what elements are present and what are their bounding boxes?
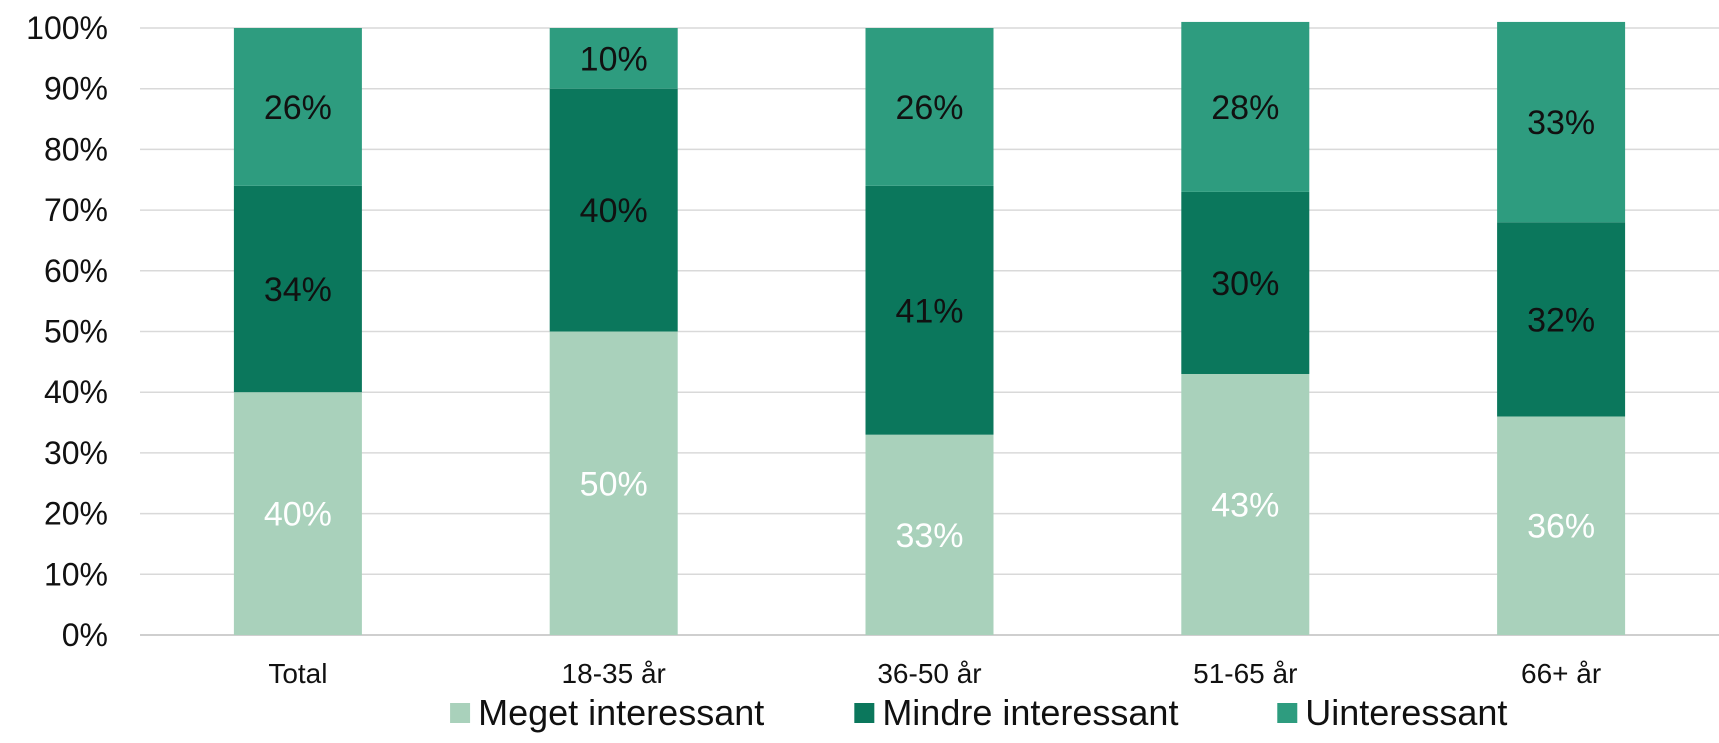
x-tick-label: 66+ år (1521, 658, 1601, 689)
y-tick-label: 0% (62, 617, 108, 653)
bar-segment (1497, 416, 1626, 635)
bar-segment (1181, 373, 1310, 635)
data-label: 32% (1527, 301, 1595, 339)
y-tick-label: 60% (44, 253, 108, 289)
x-tick-label: 51-65 år (1193, 658, 1297, 689)
bar-segment (865, 185, 994, 435)
bar-segment (549, 331, 678, 635)
y-tick-label: 90% (44, 71, 108, 107)
data-label: 33% (1527, 104, 1595, 142)
bar-segment (1497, 222, 1626, 417)
data-label: 26% (895, 89, 963, 127)
x-axis-ticks: Total 18-35 år 36-50 år 51-65 år 66+ år (268, 658, 1601, 689)
data-labels: 40% 34% 26% 50% 40% 10% 33% 41% 26% 43% 30% 28% 36% 3… (264, 40, 1595, 554)
bar-segment (233, 392, 362, 635)
data-label: 34% (264, 271, 332, 309)
y-tick-label: 100% (26, 10, 108, 46)
data-label: 36% (1527, 508, 1595, 546)
data-label: 10% (580, 40, 648, 78)
data-label: 26% (264, 89, 332, 127)
y-tick-label: 70% (44, 192, 108, 228)
data-label: 30% (1211, 265, 1279, 303)
y-tick-label: 30% (44, 435, 108, 471)
legend-swatch (450, 703, 471, 723)
legend: Meget interessant Mindre interessant Uinte… (450, 692, 1507, 733)
x-tick-label: 36-50 år (877, 658, 981, 689)
y-axis-ticks: 0% 10% 20% 30% 40% 50% 60% 70% 80% 90% 100% (26, 10, 108, 653)
bars (233, 21, 1626, 635)
legend-label: Meget interessant (478, 692, 764, 733)
bar-segment (865, 434, 994, 635)
bar-segment (1181, 21, 1310, 192)
bar-segment (233, 185, 362, 393)
data-label: 28% (1211, 89, 1279, 127)
x-tick-label: Total (268, 658, 327, 689)
bar-segment (549, 88, 678, 332)
data-label: 33% (895, 517, 963, 555)
bar-segment (865, 28, 994, 186)
y-tick-label: 50% (44, 314, 108, 350)
bar-segment (1181, 191, 1310, 374)
bar-segment (233, 28, 362, 186)
data-label: 43% (1211, 486, 1279, 524)
y-tick-label: 40% (44, 374, 108, 410)
bar-segment (1497, 21, 1626, 223)
y-tick-label: 10% (44, 556, 108, 592)
y-tick-label: 20% (44, 496, 108, 532)
x-tick-label: 18-35 år (562, 658, 666, 689)
legend-label: Mindre interessant (882, 692, 1178, 733)
y-tick-label: 80% (44, 131, 108, 167)
data-label: 40% (580, 192, 648, 230)
bar-segment (549, 28, 678, 89)
data-label: 40% (264, 496, 332, 534)
legend-swatch (854, 703, 875, 723)
data-label: 50% (580, 465, 648, 503)
legend-label: Uinteressant (1305, 692, 1507, 733)
data-label: 41% (895, 292, 963, 330)
legend-swatch (1277, 703, 1298, 723)
